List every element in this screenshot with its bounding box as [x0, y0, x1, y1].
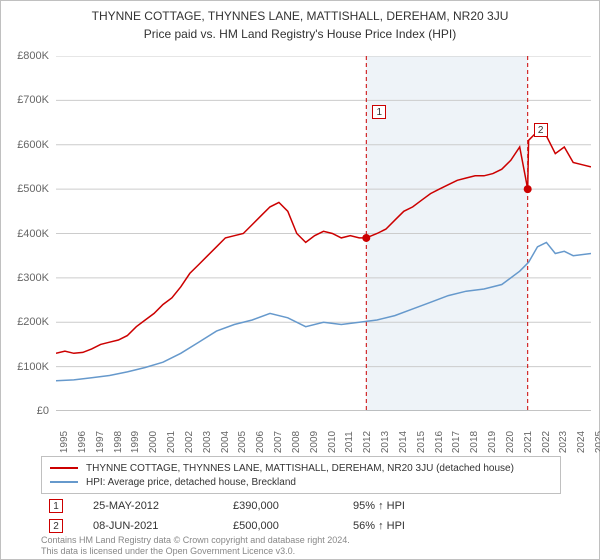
- x-tick-label: 2015: [416, 431, 427, 453]
- sale-marker-on-chart: 1: [372, 105, 386, 119]
- title-address: THYNNE COTTAGE, THYNNES LANE, MATTISHALL…: [1, 9, 599, 23]
- chart-container: THYNNE COTTAGE, THYNNES LANE, MATTISHALL…: [0, 0, 600, 560]
- x-axis: 1995 1996 1997 1998 1999 2000 2001 2002 2003 2004…: [56, 414, 591, 454]
- x-tick-label: 1995: [59, 431, 70, 453]
- sale-price-1: £390,000: [233, 500, 353, 512]
- y-tick-label: £200K: [17, 316, 49, 328]
- x-tick-label: 2024: [576, 431, 587, 453]
- x-tick-label: 2013: [380, 431, 391, 453]
- x-tick-label: 2006: [255, 431, 266, 453]
- x-tick-label: 2018: [469, 431, 480, 453]
- x-tick-label: 2008: [291, 431, 302, 453]
- legend-label-property: THYNNE COTTAGE, THYNNES LANE, MATTISHALL…: [86, 463, 514, 474]
- sale-price-2: £500,000: [233, 520, 353, 532]
- x-tick-label: 2012: [362, 431, 373, 453]
- title-area: THYNNE COTTAGE, THYNNES LANE, MATTISHALL…: [1, 1, 599, 41]
- y-tick-label: £600K: [17, 139, 49, 151]
- x-tick-label: 2010: [327, 431, 338, 453]
- x-tick-label: 1996: [77, 431, 88, 453]
- sale-date-2: 08-JUN-2021: [93, 520, 233, 532]
- x-tick-label: 2002: [184, 431, 195, 453]
- x-tick-label: 2000: [148, 431, 159, 453]
- sale-row-1: 1 25-MAY-2012 £390,000 95% ↑ HPI: [41, 496, 561, 516]
- y-tick-label: £800K: [17, 50, 49, 62]
- x-tick-label: 2011: [344, 431, 355, 453]
- x-tick-label: 2019: [487, 431, 498, 453]
- legend-swatch-blue: [50, 476, 78, 488]
- sale-pct-1: 95% ↑ HPI: [353, 500, 473, 512]
- y-tick-label: £0: [37, 405, 49, 417]
- x-tick-label: 2001: [166, 431, 177, 453]
- sale-row-2: 2 08-JUN-2021 £500,000 56% ↑ HPI: [41, 516, 561, 536]
- footer-attribution: Contains HM Land Registry data © Crown c…: [41, 535, 350, 557]
- chart-plot-area: 12: [56, 56, 591, 411]
- y-axis: £0£100K£200K£300K£400K£500K£600K£700K£80…: [1, 56, 53, 411]
- sales-table: 1 25-MAY-2012 £390,000 95% ↑ HPI 2 08-JU…: [41, 496, 561, 536]
- legend-swatch-red: [50, 462, 78, 474]
- x-tick-label: 2020: [505, 431, 516, 453]
- sale-marker-2: 2: [49, 519, 63, 533]
- x-tick-label: 2016: [434, 431, 445, 453]
- title-subtitle: Price paid vs. HM Land Registry's House …: [1, 27, 599, 41]
- x-tick-label: 2023: [558, 431, 569, 453]
- chart-svg: [56, 56, 591, 411]
- x-tick-label: 1999: [130, 431, 141, 453]
- x-tick-label: 2021: [523, 431, 534, 453]
- x-tick-label: 2005: [237, 431, 248, 453]
- x-tick-label: 2017: [451, 431, 462, 453]
- x-tick-label: 2007: [273, 431, 284, 453]
- x-tick-label: 2014: [398, 431, 409, 453]
- y-tick-label: £100K: [17, 361, 49, 373]
- y-tick-label: £300K: [17, 272, 49, 284]
- sale-marker-on-chart: 2: [534, 123, 548, 137]
- footer-line-1: Contains HM Land Registry data © Crown c…: [41, 535, 350, 546]
- y-tick-label: £500K: [17, 183, 49, 195]
- sale-date-1: 25-MAY-2012: [93, 500, 233, 512]
- footer-line-2: This data is licensed under the Open Gov…: [41, 546, 350, 557]
- y-tick-label: £400K: [17, 228, 49, 240]
- x-tick-label: 1998: [113, 431, 124, 453]
- legend-item-hpi: HPI: Average price, detached house, Brec…: [50, 475, 552, 489]
- x-tick-label: 2025: [594, 431, 600, 453]
- x-tick-label: 2004: [220, 431, 231, 453]
- legend-label-hpi: HPI: Average price, detached house, Brec…: [86, 477, 296, 488]
- x-tick-label: 1997: [95, 431, 106, 453]
- legend: THYNNE COTTAGE, THYNNES LANE, MATTISHALL…: [41, 456, 561, 494]
- x-tick-label: 2022: [541, 431, 552, 453]
- sale-marker-1: 1: [49, 499, 63, 513]
- x-tick-label: 2009: [309, 431, 320, 453]
- x-tick-label: 2003: [202, 431, 213, 453]
- y-tick-label: £700K: [17, 94, 49, 106]
- legend-item-property: THYNNE COTTAGE, THYNNES LANE, MATTISHALL…: [50, 461, 552, 475]
- sale-pct-2: 56% ↑ HPI: [353, 520, 473, 532]
